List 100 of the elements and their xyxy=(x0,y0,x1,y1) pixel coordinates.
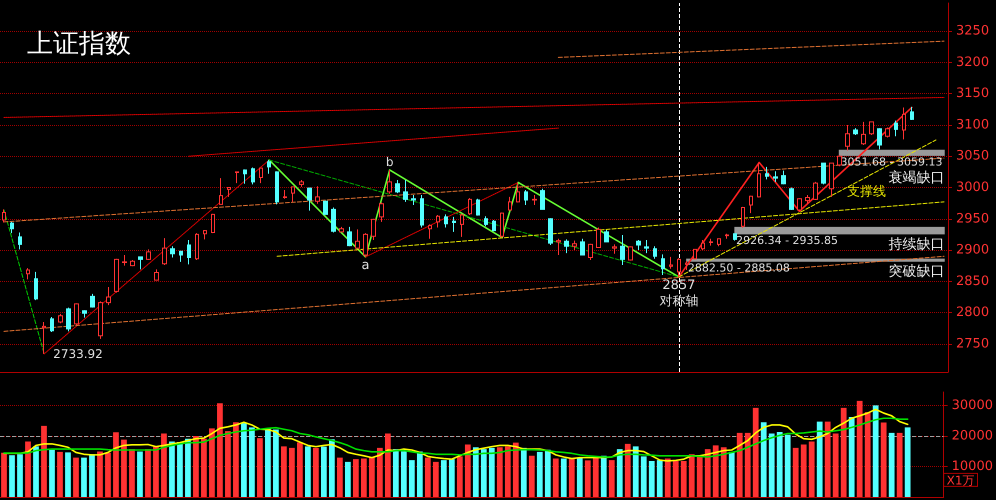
candlestick xyxy=(910,106,914,120)
candlestick xyxy=(299,179,304,188)
candlestick xyxy=(885,126,890,138)
candlestick xyxy=(894,120,898,137)
candlestick xyxy=(74,302,79,326)
bar xyxy=(17,454,23,497)
bar xyxy=(113,432,119,497)
candlestick xyxy=(315,186,320,204)
candlestick xyxy=(219,178,223,205)
candlestick xyxy=(789,187,794,211)
bar xyxy=(121,440,127,497)
candlestick xyxy=(227,187,231,198)
bar xyxy=(832,434,839,497)
bar xyxy=(640,456,647,497)
candlestick xyxy=(211,213,215,234)
y-tick-label: 3150 xyxy=(956,86,990,102)
bar xyxy=(257,438,263,497)
bar xyxy=(536,452,543,497)
candlestick xyxy=(845,124,850,152)
bar xyxy=(177,442,183,497)
bar xyxy=(328,439,335,497)
candlestick xyxy=(331,207,336,234)
candlestick xyxy=(468,198,472,216)
candlestick xyxy=(50,316,54,332)
bar xyxy=(784,434,791,497)
bar xyxy=(696,456,703,497)
candlestick xyxy=(347,226,352,247)
bar xyxy=(384,434,391,497)
candlestick xyxy=(869,121,874,136)
candlestick xyxy=(98,300,103,340)
bar xyxy=(584,460,591,497)
candlestick xyxy=(644,240,649,254)
candlestick xyxy=(235,171,239,184)
candlestick xyxy=(476,198,480,216)
candlestick xyxy=(853,128,858,136)
bar xyxy=(9,455,15,497)
bar xyxy=(137,452,143,497)
candlestick xyxy=(114,258,119,294)
bar xyxy=(848,417,855,497)
candlestick xyxy=(420,194,424,228)
bar xyxy=(792,448,799,497)
candlestick xyxy=(540,188,545,210)
bar xyxy=(736,432,743,497)
y-tick-label: 2750 xyxy=(956,336,990,352)
bar xyxy=(760,422,767,497)
bar xyxy=(664,458,671,497)
candlestick xyxy=(452,216,456,232)
bar xyxy=(728,452,735,497)
y-axis-title: X1万 xyxy=(946,473,975,488)
bar xyxy=(720,447,727,497)
bar xyxy=(456,456,463,497)
candlestick xyxy=(66,307,71,332)
bar xyxy=(392,449,399,497)
bar xyxy=(488,448,495,497)
candlestick xyxy=(701,240,705,251)
candlestick xyxy=(717,238,721,247)
candlestick xyxy=(821,162,826,185)
bar xyxy=(81,458,87,497)
bar xyxy=(185,438,191,497)
candlestick xyxy=(564,238,569,254)
bar xyxy=(744,432,751,497)
bar xyxy=(560,458,567,497)
bar xyxy=(1,452,7,497)
candlestick xyxy=(82,310,87,318)
candlestick xyxy=(902,106,906,140)
candlestick xyxy=(661,254,665,276)
bar xyxy=(169,441,175,497)
text: 上证指数 xyxy=(27,29,131,59)
candlestick xyxy=(323,200,328,215)
y-tick-label: 3000 xyxy=(956,180,990,195)
candlestick xyxy=(677,258,681,278)
candlestick xyxy=(26,268,30,280)
bar xyxy=(528,456,535,497)
band-label: 持续缺口 xyxy=(888,236,945,252)
candlestick xyxy=(444,214,448,228)
bar xyxy=(25,441,31,497)
candlestick xyxy=(122,254,127,266)
bar xyxy=(768,434,775,497)
bar xyxy=(225,431,231,497)
bar xyxy=(808,441,815,497)
y-tick-label: 3250 xyxy=(956,24,990,39)
candlestick xyxy=(275,170,279,205)
candlestick xyxy=(267,159,271,174)
annotation: b xyxy=(386,154,394,169)
candlestick xyxy=(548,218,553,246)
bar xyxy=(193,436,199,497)
bar xyxy=(201,438,207,497)
bar xyxy=(416,452,423,497)
bar xyxy=(672,460,679,497)
bar xyxy=(233,422,239,497)
series-label: 支撑线 xyxy=(846,184,886,200)
annotation: 对称轴 xyxy=(659,294,698,309)
bar xyxy=(800,444,807,497)
bar xyxy=(73,458,79,497)
bar xyxy=(464,444,471,497)
annotation: a xyxy=(362,258,370,273)
y-tick-label: 10000 xyxy=(952,458,994,474)
bar xyxy=(816,422,823,497)
bar xyxy=(864,412,871,497)
y-tick-label: 3100 xyxy=(956,117,990,132)
